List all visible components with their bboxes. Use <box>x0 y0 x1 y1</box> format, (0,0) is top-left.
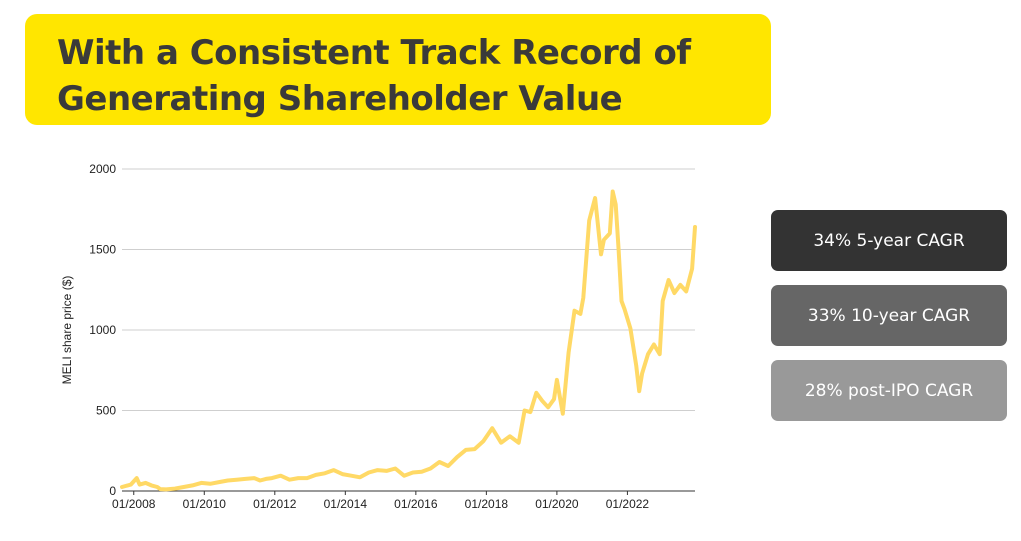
x-tick-label: 01/2010 <box>183 497 227 511</box>
x-tick-label: 01/2012 <box>253 497 297 511</box>
title-line-1: With a Consistent Track Record of <box>57 33 691 73</box>
cagr-5-year-badge: 34% 5-year CAGR <box>771 210 1007 271</box>
share-price-chart: 0 500 1000 1500 2000 01/2008 01/2010 01/2012 01/… <box>60 162 697 511</box>
y-axis-title: MELI share price ($) <box>60 276 74 385</box>
cagr-10-year-badge: 33% 10-year CAGR <box>771 285 1007 346</box>
y-tick-label: 0 <box>109 484 116 498</box>
y-tick-label: 1000 <box>89 323 116 337</box>
x-tick-label: 01/2022 <box>606 497 650 511</box>
title-line-2: Generating Shareholder Value <box>57 79 623 119</box>
x-tick-label: 01/2008 <box>112 497 156 511</box>
x-tick-label: 01/2014 <box>324 497 368 511</box>
y-tick-label: 2000 <box>89 162 116 176</box>
y-tick-label: 500 <box>96 404 116 418</box>
x-tick-label: 01/2020 <box>535 497 579 511</box>
share-price-line <box>120 189 697 492</box>
cagr-10-year-label: 33% 10-year CAGR <box>807 305 971 326</box>
cagr-5-year-label: 34% 5-year CAGR <box>813 230 965 251</box>
title-banner: With a Consistent Track Record of Genera… <box>25 14 771 125</box>
x-tick-label: 01/2018 <box>465 497 509 511</box>
cagr-post-ipo-label: 28% post-IPO CAGR <box>804 380 974 401</box>
cagr-post-ipo-badge: 28% post-IPO CAGR <box>771 360 1007 421</box>
x-tick-label: 01/2016 <box>394 497 438 511</box>
y-tick-label: 1500 <box>89 243 116 257</box>
